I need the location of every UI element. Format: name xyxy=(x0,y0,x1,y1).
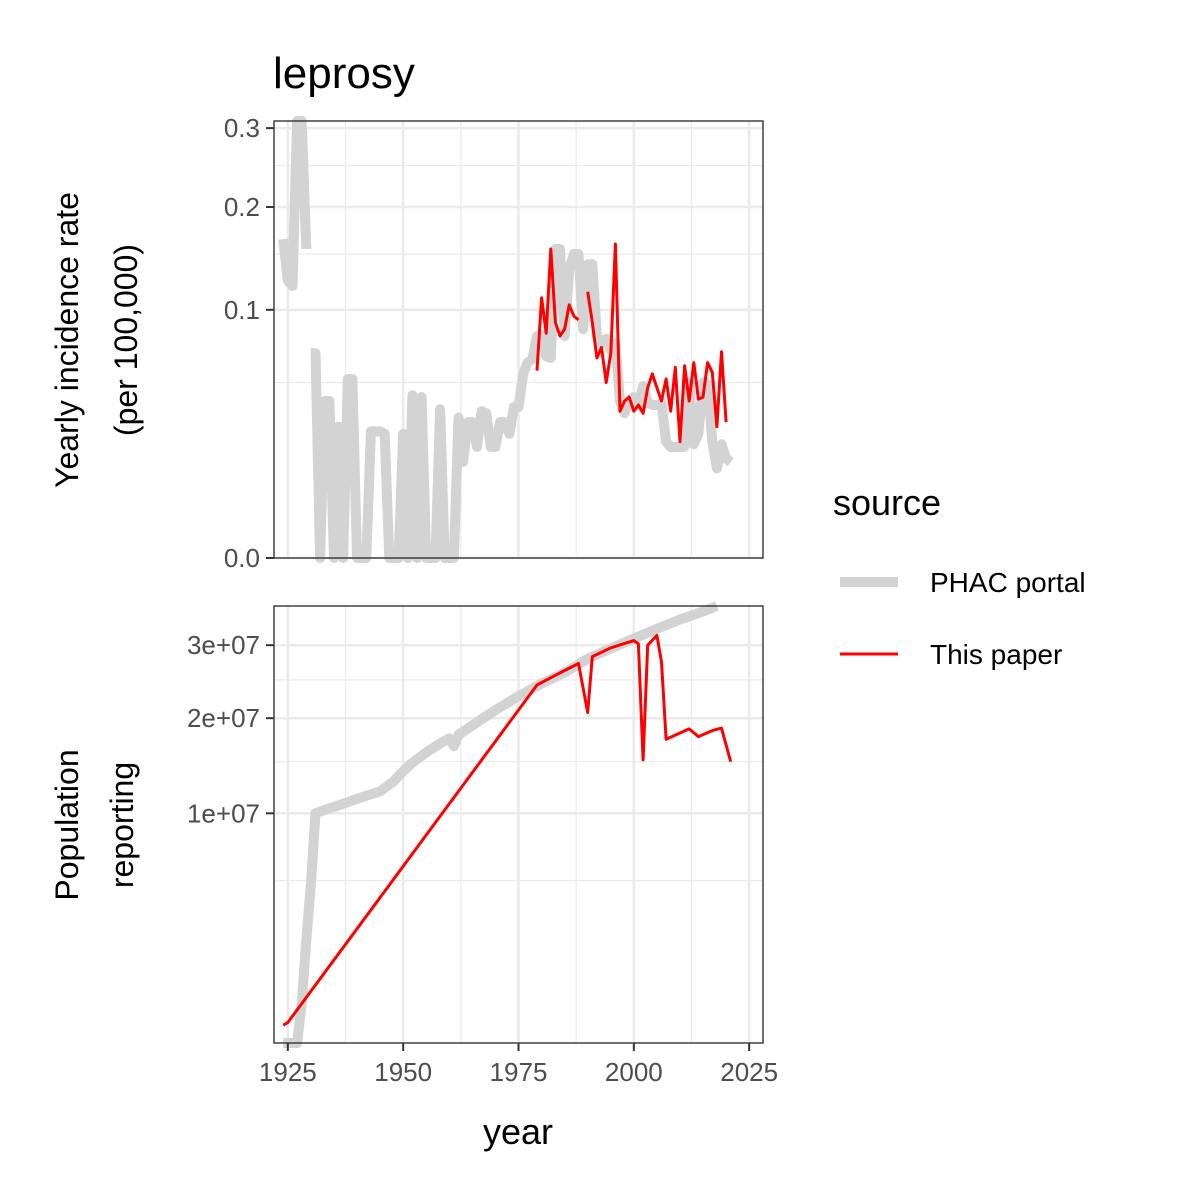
series-line-this-paper-incidence-0 xyxy=(535,247,580,371)
y-tick-label-incidence-1: 0.1 xyxy=(224,295,260,325)
x-tick-label-4: 2025 xyxy=(720,1057,778,1087)
series-line-this-paper-population-0 xyxy=(282,633,733,1027)
chart-title: leprosy xyxy=(273,49,415,98)
x-axis-label: year xyxy=(483,1111,553,1152)
panel-population-reporting: 1e+07 2e+07 3e+07 Population reporting xyxy=(49,601,764,1048)
y-tick-label-incidence-2: 0.2 xyxy=(224,192,260,222)
y-tick-label-population-0: 1e+07 xyxy=(187,798,260,828)
series-line-phac-portal-incidence-0 xyxy=(278,116,312,292)
y-tick-label-incidence-0: 0.0 xyxy=(224,543,260,573)
panel-incidence-rate: 0.0 0.1 0.2 0.3 Yearly incidence rate (per … xyxy=(49,113,764,573)
incidence-y-axis-label-line-2: (per 100,000) xyxy=(108,244,144,436)
x-tick-label-1: 1950 xyxy=(374,1057,432,1087)
legend-title: source xyxy=(833,482,941,523)
x-tick-label-0: 1925 xyxy=(259,1057,317,1087)
series-line-this-paper-incidence-1 xyxy=(586,242,728,444)
x-tick-label-3: 2000 xyxy=(605,1057,663,1087)
series-line-phac-portal-incidence-1 xyxy=(310,244,734,563)
population-y-axis-label-line-1: Population xyxy=(49,749,85,900)
legend-label-this-paper: This paper xyxy=(930,639,1062,670)
panel-population-reporting-y-axis: 1e+07 2e+07 3e+07 xyxy=(187,630,274,828)
legend-label-phac-portal: PHAC portal xyxy=(930,567,1086,598)
y-tick-label-incidence-3: 0.3 xyxy=(224,113,260,143)
y-tick-label-population-1: 2e+07 xyxy=(187,703,260,733)
panel-incidence-rate-series xyxy=(278,116,734,563)
panel-population-reporting-grid xyxy=(274,606,763,1043)
population-y-axis-label-line-2: reporting xyxy=(104,762,140,888)
panel-incidence-rate-y-axis: 0.0 0.1 0.2 0.3 xyxy=(224,113,274,573)
panel-population-reporting-series xyxy=(282,601,733,1048)
legend: source PHAC portal This paper xyxy=(833,482,1086,670)
panel-incidence-rate-border xyxy=(273,120,764,559)
x-axis: 1925 1950 1975 2000 2025 xyxy=(259,1043,778,1087)
incidence-y-axis-label-line-1: Yearly incidence rate xyxy=(49,192,85,488)
y-tick-label-population-2: 3e+07 xyxy=(187,630,260,660)
x-tick-label-2: 1975 xyxy=(490,1057,548,1087)
